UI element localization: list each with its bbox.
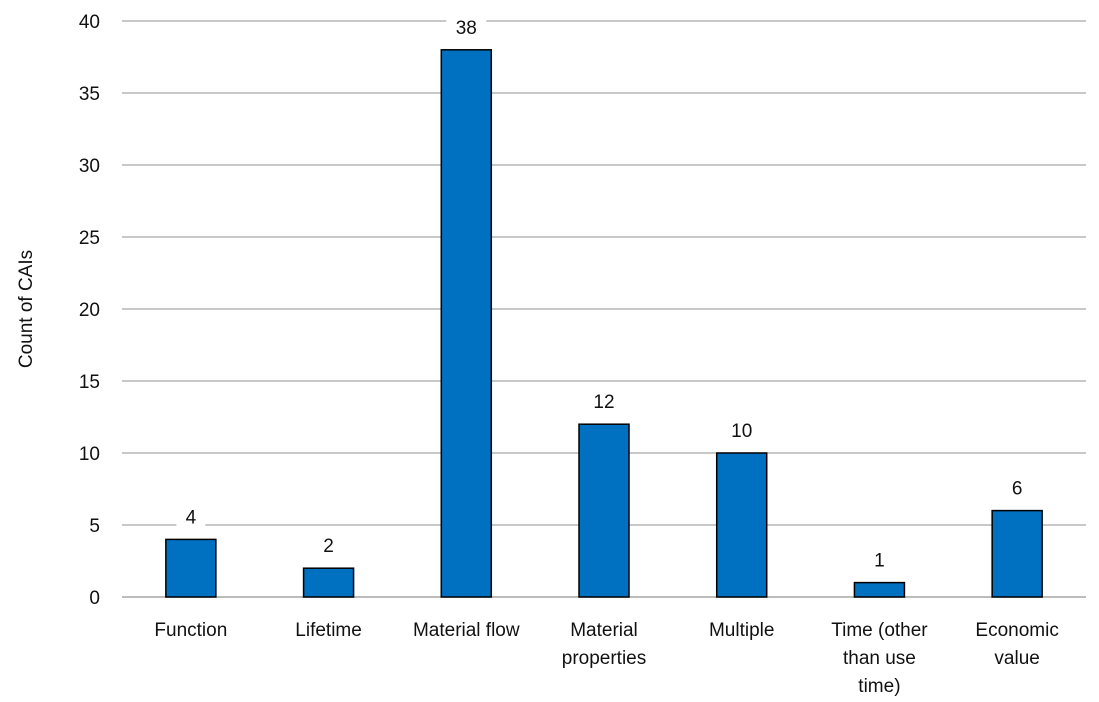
data-label-background	[1002, 473, 1032, 502]
x-axis-categories: Function Lifetime Material flow Material pro…	[154, 620, 1058, 697]
x-category-label: Material flow	[413, 620, 520, 641]
data-label: 38	[456, 18, 477, 39]
y-tick-label: 35	[79, 84, 100, 105]
bar	[578, 423, 630, 598]
y-axis-ticks: 0 5 10 15 20 25 30 35 40	[79, 12, 100, 609]
y-tick-label: 0	[89, 588, 100, 609]
y-tick-label: 20	[79, 300, 100, 321]
data-label-background	[446, 12, 487, 41]
gridlines	[122, 20, 1086, 598]
data-label-background	[584, 387, 624, 416]
data-label: 12	[593, 392, 614, 413]
y-tick-label: 10	[79, 444, 100, 465]
x-category-label: Time (other than use time)	[831, 620, 928, 697]
bar	[440, 49, 493, 598]
data-label-background	[721, 416, 762, 444]
y-tick-label: 30	[79, 156, 100, 177]
bar	[715, 452, 768, 598]
data-label: 1	[874, 551, 885, 572]
bar	[991, 509, 1043, 598]
x-category-label: Multiple	[709, 620, 774, 641]
data-label: 4	[186, 507, 197, 528]
data-label-background	[176, 502, 206, 531]
y-tick-label: 40	[79, 12, 100, 33]
y-tick-label: 15	[79, 372, 100, 393]
data-label-background	[314, 531, 344, 560]
data-label: 6	[1012, 479, 1023, 500]
y-tick-label: 25	[79, 228, 100, 249]
data-label: 10	[731, 421, 752, 442]
data-label-background	[864, 545, 894, 574]
x-category-label: Lifetime	[295, 620, 362, 641]
data-label: 2	[323, 536, 334, 557]
bar	[853, 581, 906, 598]
bar	[302, 567, 355, 598]
bar	[165, 538, 217, 598]
y-axis-label: Count of CAIs	[16, 250, 37, 368]
bars: 4 2 38 12 10 1 6	[165, 12, 1043, 598]
x-category-label: Function	[154, 620, 227, 641]
y-tick-label: 5	[89, 516, 100, 537]
x-category-label: Material properties	[562, 620, 647, 669]
x-category-label: Economic value	[975, 620, 1058, 669]
